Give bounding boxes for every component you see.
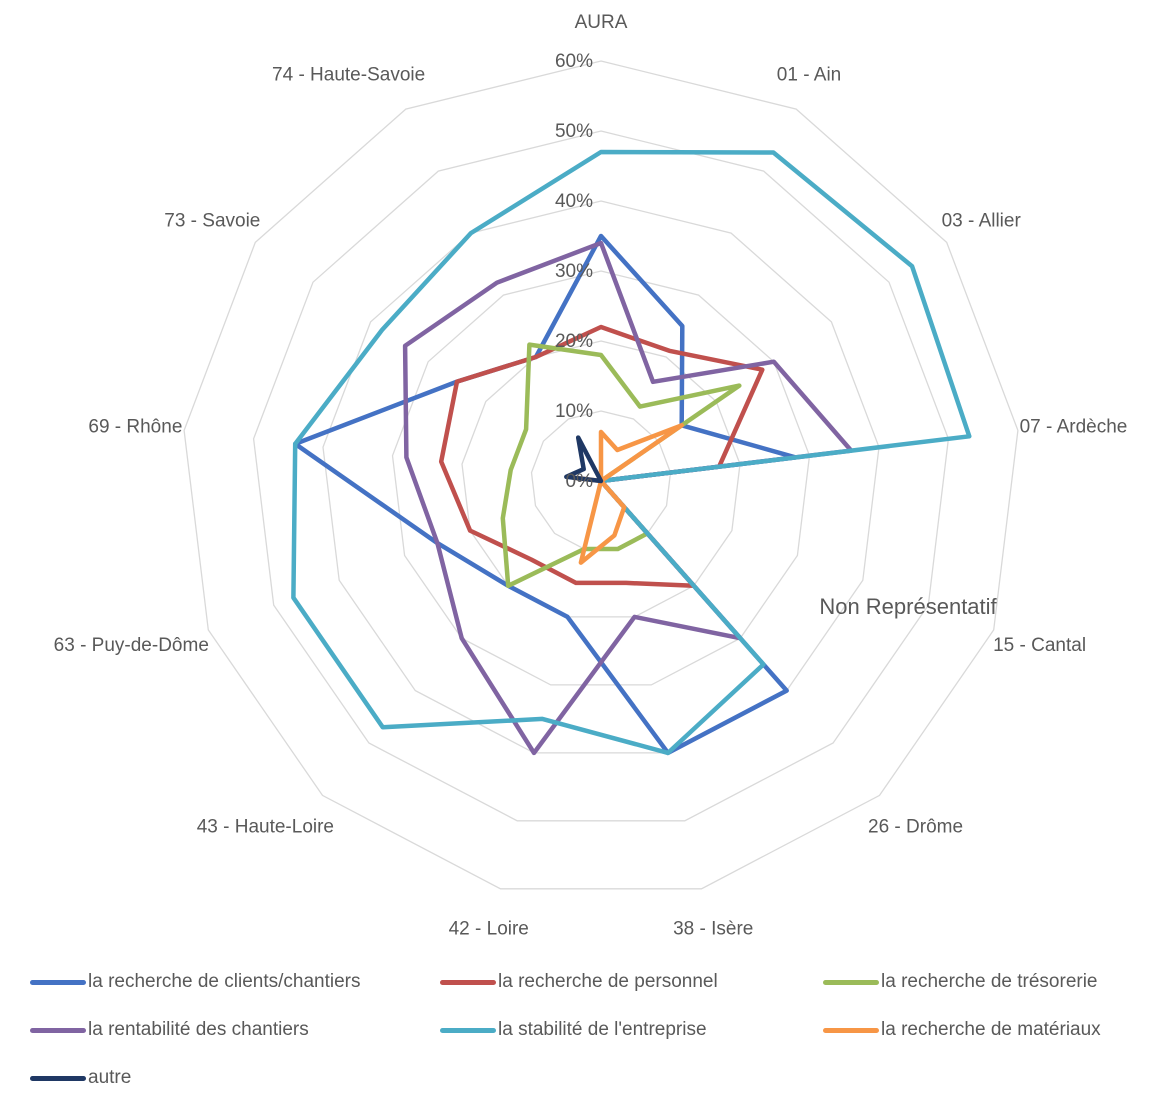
legend-item-tresorerie: la recherche de trésorerie — [823, 971, 1123, 993]
series-line-0 — [292, 233, 798, 756]
legend-swatch — [440, 1027, 496, 1033]
legend-item-autre: autre — [30, 1067, 440, 1089]
legend-label: la recherche de matériaux — [881, 1019, 1101, 1040]
category-label: 43 - Haute-Loire — [197, 816, 334, 837]
category-label: 63 - Puy-de-Dôme — [54, 635, 209, 656]
category-label: 03 - Allier — [942, 211, 1022, 232]
legend-swatch — [440, 979, 496, 985]
category-label: 74 - Haute-Savoie — [272, 65, 425, 86]
category-label: AURA — [575, 12, 628, 33]
legend: la recherche de clients/chantiers la rec… — [30, 958, 1140, 1102]
tick-label: 40% — [555, 191, 593, 212]
legend-item-clients: la recherche de clients/chantiers — [30, 971, 440, 993]
radar-labels: 0% 10% 20% 30% 40% 50% 60% AURA 01 - Ain 03 - All… — [54, 12, 1128, 940]
category-label: 26 - Drôme — [868, 816, 963, 837]
grid-ring — [183, 60, 1019, 890]
legend-label: la stabilité de l'entreprise — [498, 1019, 707, 1040]
legend-item-stabilite: la stabilité de l'entreprise — [440, 1019, 823, 1041]
tick-label: 10% — [555, 401, 593, 422]
grid-ring — [252, 130, 950, 822]
series-line-6 — [564, 435, 604, 484]
tick-label: 0% — [566, 471, 594, 492]
legend-item-materiaux: la recherche de matériaux — [823, 1019, 1123, 1041]
category-label: 07 - Ardèche — [1020, 417, 1128, 438]
legend-swatch — [30, 979, 86, 985]
category-label: 15 - Cantal — [993, 635, 1086, 656]
category-label: 42 - Loire — [449, 919, 529, 940]
legend-label: la recherche de personnel — [498, 971, 718, 992]
tick-label: 20% — [555, 331, 593, 352]
category-label: 01 - Ain — [777, 65, 841, 86]
radar-series — [291, 149, 972, 756]
radar-grid — [183, 60, 1019, 890]
series-line-4 — [291, 149, 972, 756]
legend-label: la rentabilité des chantiers — [88, 1019, 309, 1040]
legend-swatch — [30, 1075, 86, 1081]
legend-label: la recherche de trésorerie — [881, 971, 1098, 992]
legend-label: autre — [88, 1067, 132, 1088]
category-label: 38 - Isère — [673, 919, 753, 940]
tick-label: 50% — [555, 121, 593, 142]
annotation-non-representatif: Non Représentatif — [819, 594, 997, 619]
legend-item-personnel: la recherche de personnel — [440, 971, 823, 993]
legend-label: la recherche de clients/chantiers — [88, 971, 361, 992]
legend-swatch — [823, 1027, 879, 1033]
category-label: 73 - Savoie — [164, 211, 260, 232]
grid-ring — [391, 270, 811, 686]
radar-chart: 0% 10% 20% 30% 40% 50% 60% AURA 01 - Ain 03 - All… — [54, 12, 1128, 940]
grid-ring — [322, 200, 880, 754]
tick-label: 60% — [555, 51, 593, 72]
legend-swatch — [30, 1027, 86, 1033]
tick-label: 30% — [555, 261, 593, 282]
series-line-3 — [402, 240, 854, 756]
legend-swatch — [823, 979, 879, 985]
category-label: 69 - Rhône — [88, 417, 182, 438]
legend-item-rentabilite: la rentabilité des chantiers — [30, 1019, 440, 1041]
series-line-1 — [438, 324, 765, 589]
grid-ring — [461, 340, 741, 618]
